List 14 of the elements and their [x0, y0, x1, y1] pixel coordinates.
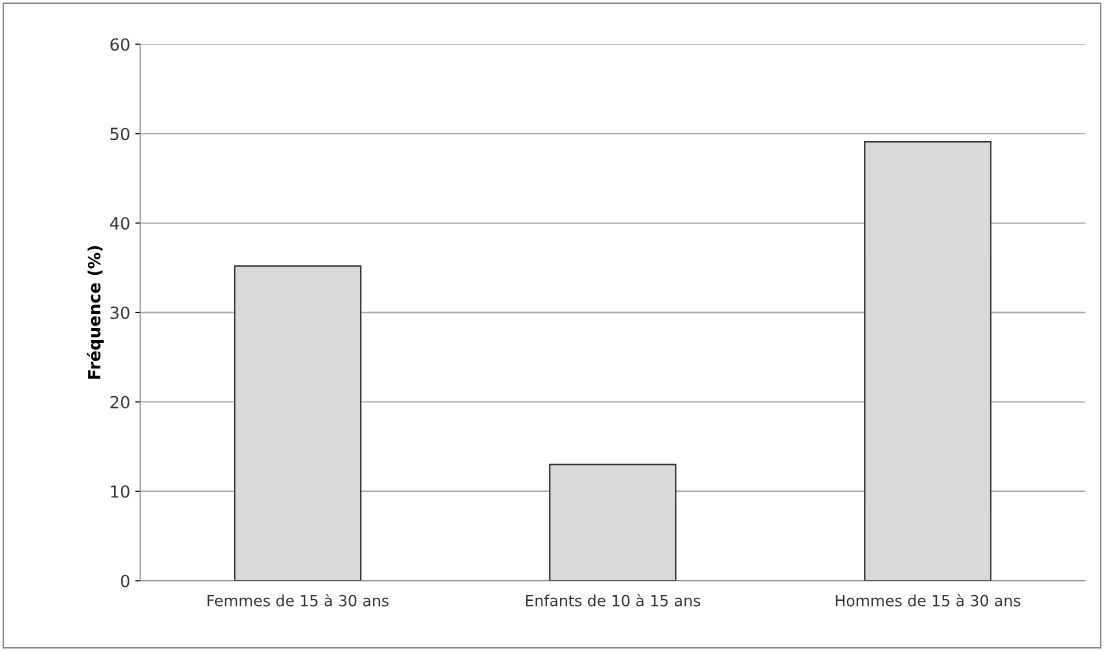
bar: [234, 265, 362, 581]
y-tick-label: 20: [110, 395, 130, 409]
y-tick-label: 0: [120, 574, 130, 588]
x-tick-label: Hommes de 15 à 30 ans: [835, 593, 1021, 607]
bar: [549, 463, 677, 581]
x-tick-label: Femmes de 15 à 30 ans: [207, 593, 389, 607]
y-tick-label: 50: [110, 127, 130, 141]
y-tick-label: 30: [110, 306, 130, 320]
bar: [864, 141, 992, 581]
y-axis-title: Fréquence (%): [86, 246, 104, 379]
y-tick-label: 10: [111, 485, 130, 498]
y-tick-label: 40: [110, 217, 130, 230]
x-tick-label: Enfants de 10 à 15 ans: [526, 593, 701, 607]
y-tick-label: 60: [110, 38, 130, 51]
